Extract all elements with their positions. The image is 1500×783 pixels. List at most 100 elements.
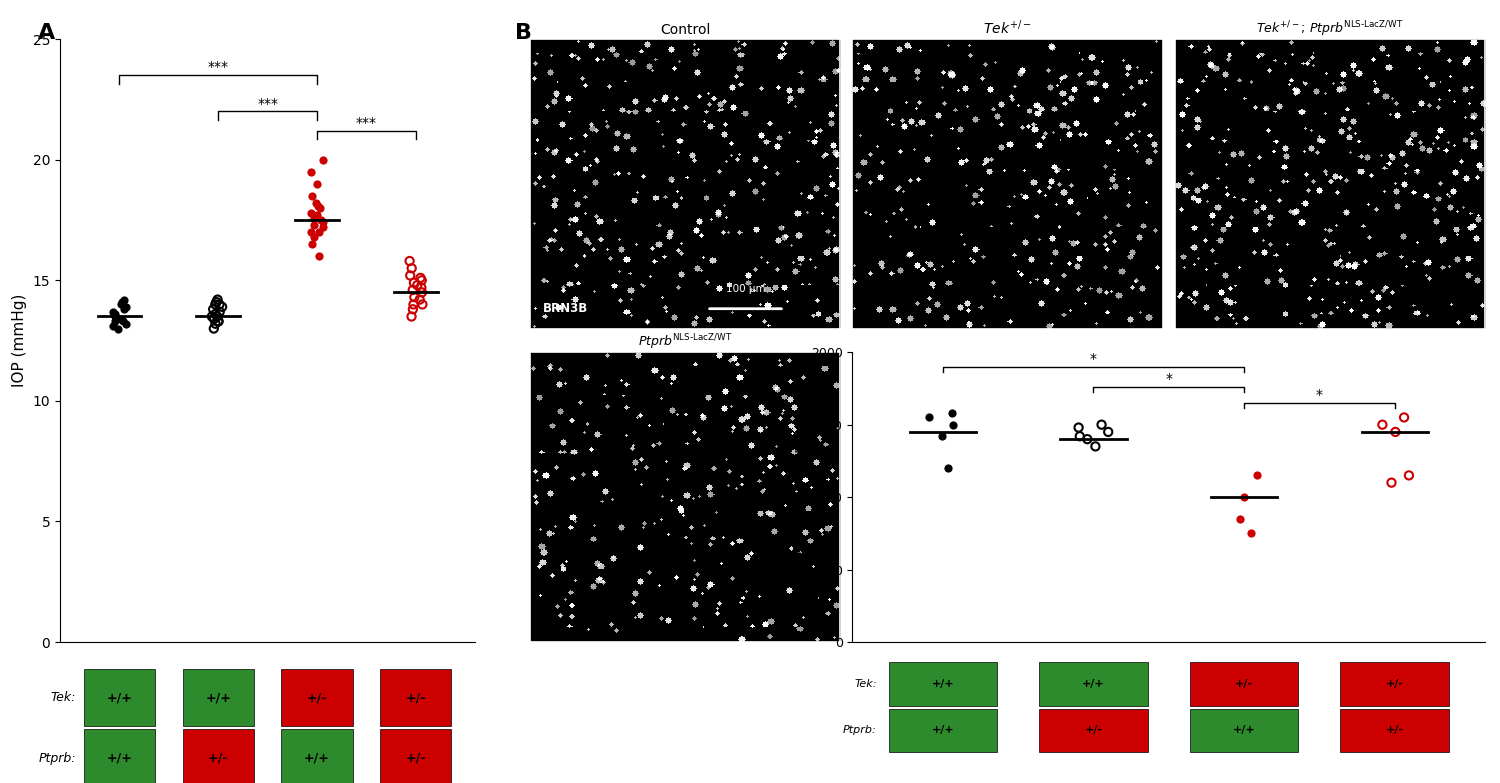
Point [1245, 469, 1269, 482]
Point [200, 310, 223, 323]
Point [302, 231, 326, 244]
Point [1232, 491, 1256, 503]
Point [210, 301, 234, 313]
Title: $\mathit{Ptprb}^{\rm NLS\text{-}LacZ/WT}$: $\mathit{Ptprb}^{\rm NLS\text{-}LacZ/WT}… [638, 333, 732, 352]
Bar [183, 669, 254, 727]
Point [398, 254, 422, 267]
Point [202, 323, 226, 335]
Text: ***: *** [256, 96, 278, 110]
Point [207, 315, 231, 327]
Bar [1040, 662, 1148, 705]
Point [408, 272, 432, 284]
Title: $\mathit{Tek}^{+/-}$; $\mathit{Ptprb}^{\rm NLS\text{-}LacZ/WT}$: $\mathit{Tek}^{+/-}$; $\mathit{Ptprb}^{\… [1256, 20, 1404, 39]
Point [105, 323, 129, 335]
Point [110, 296, 134, 309]
Point [306, 200, 330, 212]
Point [298, 165, 322, 178]
Text: +/+: +/+ [1082, 679, 1106, 689]
Point [1096, 426, 1120, 438]
Point [204, 296, 228, 309]
Text: Tek:: Tek: [853, 679, 876, 689]
Point [204, 317, 228, 330]
Text: +/-: +/- [405, 752, 426, 765]
Point [207, 305, 231, 318]
Text: *: * [1316, 388, 1323, 402]
Point [1371, 418, 1395, 431]
Text: Ptprb:: Ptprb: [843, 726, 876, 735]
Text: 100 μm: 100 μm [726, 284, 765, 294]
Point [300, 207, 324, 219]
Point [411, 298, 435, 311]
Point [308, 226, 332, 238]
Point [405, 279, 429, 291]
Text: +/-: +/- [1386, 726, 1404, 735]
Text: +/+: +/+ [1233, 726, 1256, 735]
Point [402, 276, 426, 289]
Point [306, 209, 330, 222]
Point [308, 202, 332, 215]
Text: Ptprb:: Ptprb: [39, 752, 76, 765]
Text: B: B [514, 23, 532, 44]
Point [100, 305, 124, 318]
Point [940, 407, 964, 420]
Point [304, 178, 328, 190]
Point [1068, 430, 1092, 442]
Text: +/-: +/- [209, 752, 228, 765]
Text: +/+: +/+ [932, 726, 954, 735]
Point [100, 320, 124, 333]
Point [114, 301, 138, 313]
Point [206, 310, 230, 323]
Point [206, 294, 230, 306]
Point [410, 286, 434, 298]
Y-axis label: IOP (mmHg): IOP (mmHg) [12, 294, 27, 388]
Point [1383, 426, 1407, 438]
Point [207, 298, 231, 311]
Point [204, 308, 228, 320]
Text: +/+: +/+ [304, 752, 330, 765]
Text: ***: *** [207, 60, 228, 74]
Point [408, 294, 432, 306]
Bar [888, 709, 998, 752]
Point [202, 312, 226, 325]
Point [1076, 433, 1100, 446]
Text: +/+: +/+ [106, 691, 132, 705]
Bar [1190, 662, 1299, 705]
Point [1066, 421, 1090, 434]
Bar [1040, 709, 1148, 752]
Point [108, 312, 132, 325]
Point [940, 418, 964, 431]
Bar [888, 662, 998, 705]
Bar [282, 669, 352, 727]
Point [398, 269, 422, 282]
Point [399, 310, 423, 323]
Bar [1341, 709, 1449, 752]
Point [916, 411, 940, 424]
Point [410, 281, 434, 294]
Point [104, 315, 128, 327]
Text: Tek:: Tek: [51, 691, 76, 705]
Point [310, 221, 334, 233]
Text: *: * [1090, 352, 1096, 366]
Point [410, 274, 434, 287]
Text: +/-: +/- [405, 691, 426, 705]
Point [304, 197, 328, 209]
Text: +/+: +/+ [106, 752, 132, 765]
Point [310, 153, 334, 166]
Bar [381, 730, 452, 783]
Point [1396, 469, 1420, 482]
Title: $\mathit{Tek}^{+/-}$: $\mathit{Tek}^{+/-}$ [982, 18, 1032, 37]
Text: +/+: +/+ [206, 691, 231, 705]
Point [1380, 476, 1404, 489]
Bar [84, 730, 154, 783]
Text: +/-: +/- [308, 691, 327, 705]
Text: +/-: +/- [1084, 726, 1102, 735]
Point [1239, 527, 1263, 539]
Point [204, 298, 228, 311]
Point [104, 310, 128, 323]
Point [300, 238, 324, 251]
Point [201, 303, 225, 316]
Point [303, 211, 327, 224]
Text: A: A [38, 23, 54, 44]
Bar [282, 730, 352, 783]
Point [402, 291, 426, 304]
